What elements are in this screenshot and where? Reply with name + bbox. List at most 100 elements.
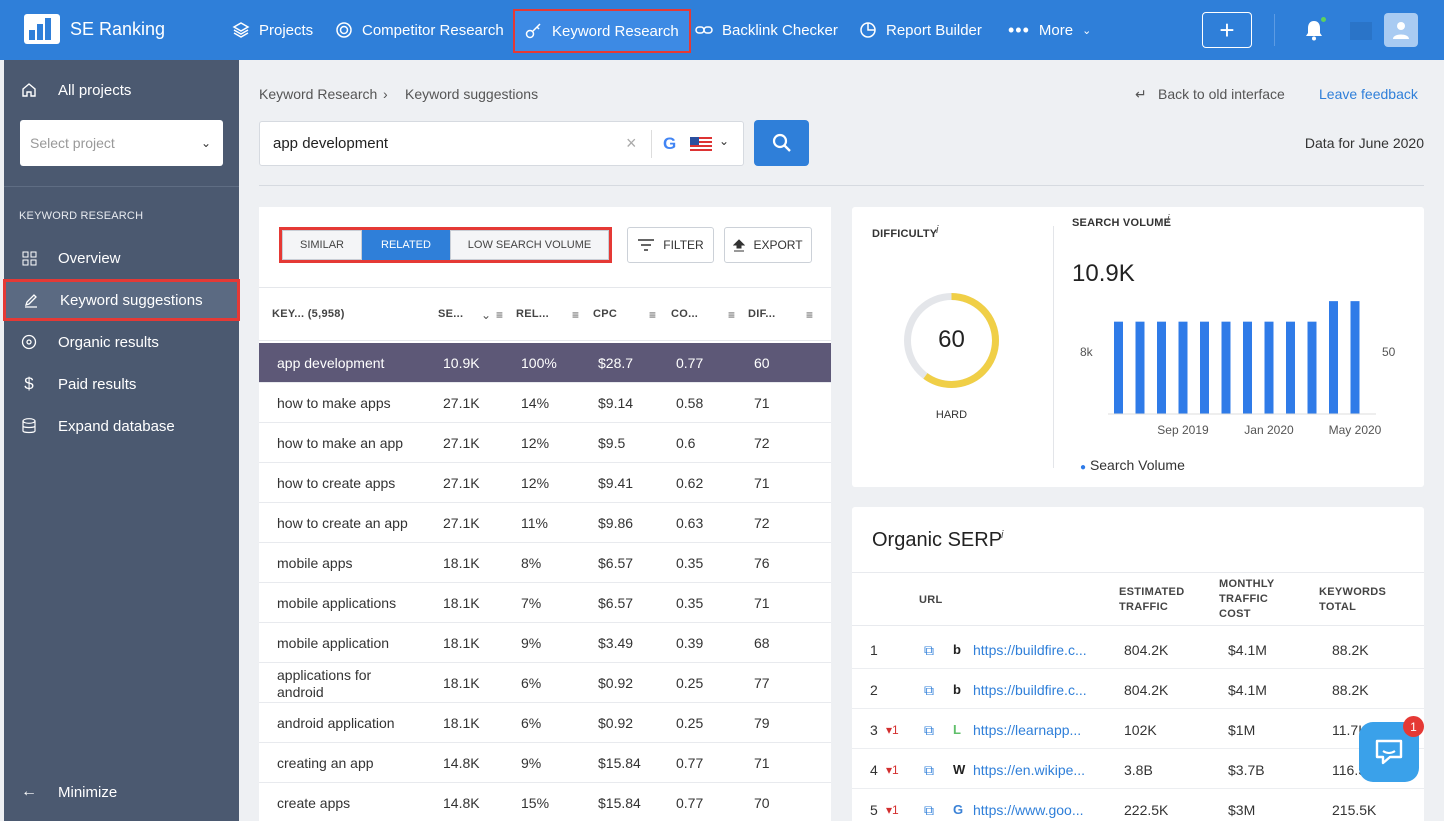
- serp-url-link[interactable]: https://buildfire.c...: [973, 642, 1087, 658]
- external-link-icon[interactable]: ⧉: [924, 762, 934, 778]
- col-difficulty[interactable]: DIF...: [748, 308, 776, 320]
- clear-icon[interactable]: ×: [626, 133, 637, 153]
- filter-icon[interactable]: ≡: [496, 308, 504, 322]
- table-row[interactable]: app development 10.9K 100% $28.7 0.77 60: [259, 343, 831, 383]
- filter-button[interactable]: FILTER: [627, 227, 714, 263]
- avatar[interactable]: [1384, 13, 1418, 47]
- table-row[interactable]: mobile application 18.1K 9% $3.49 0.39 68: [259, 623, 831, 663]
- table-row[interactable]: android application 18.1K 6% $0.92 0.25 79: [259, 703, 831, 743]
- volume-bar[interactable]: [1200, 321, 1209, 414]
- sidebar-item-all-projects[interactable]: All projects: [4, 69, 239, 111]
- volume-bar[interactable]: [1157, 321, 1166, 414]
- cell-kw[interactable]: mobile applications: [277, 595, 397, 611]
- external-link-icon[interactable]: ⧉: [924, 722, 934, 738]
- cell-kw[interactable]: applications for android: [277, 667, 372, 700]
- filter-icon[interactable]: ≡: [649, 308, 657, 322]
- filter-icon[interactable]: ≡: [728, 308, 736, 322]
- nav-keyword-research[interactable]: Keyword Research: [513, 9, 691, 53]
- external-link-icon[interactable]: ⧉: [924, 802, 934, 818]
- col-search-volume[interactable]: SE...: [438, 308, 464, 320]
- volume-bar[interactable]: [1264, 321, 1274, 414]
- external-link-icon[interactable]: ⧉: [924, 682, 934, 698]
- filter-icon[interactable]: ≡: [806, 308, 814, 322]
- cell-kw[interactable]: mobile application: [277, 635, 390, 651]
- volume-bar[interactable]: [1221, 321, 1231, 414]
- cell-cpc: $15.84: [598, 795, 641, 811]
- tab-similar[interactable]: SIMILAR: [282, 230, 362, 260]
- cell-kw[interactable]: mobile apps: [277, 555, 353, 571]
- volume-bar[interactable]: [1307, 321, 1317, 414]
- us-flag-icon[interactable]: [690, 137, 712, 152]
- volume-bar[interactable]: [1114, 321, 1123, 414]
- search-button[interactable]: [754, 120, 809, 166]
- add-button[interactable]: +: [1202, 12, 1252, 48]
- volume-bar[interactable]: [1286, 321, 1295, 414]
- table-row[interactable]: how to create apps 27.1K 12% $9.41 0.62 71: [259, 463, 831, 503]
- project-select[interactable]: Select project ⌄: [20, 120, 223, 166]
- app-logo[interactable]: SE Ranking: [24, 14, 165, 44]
- external-link-icon[interactable]: ⧉: [924, 642, 934, 658]
- cell-vol: 27.1K: [443, 475, 480, 491]
- bell-icon[interactable]: [1304, 19, 1324, 41]
- serp-url-link[interactable]: https://www.goo...: [973, 802, 1084, 818]
- table-row[interactable]: create apps 14.8K 15% $15.84 0.77 70: [259, 783, 831, 821]
- sidebar-item-expand-database[interactable]: Expand database: [4, 405, 239, 447]
- cell-kw[interactable]: how to create an app: [277, 515, 408, 531]
- col-keyword[interactable]: KEY... (5,958): [272, 308, 345, 320]
- tab-low-search-volume[interactable]: LOW SEARCH VOLUME: [450, 230, 609, 260]
- sidebar-item-organic-results[interactable]: Organic results: [4, 321, 239, 363]
- table-row[interactable]: how to create an app 27.1K 11% $9.86 0.63 72: [259, 503, 831, 543]
- cell-kw[interactable]: creating an app: [277, 755, 374, 771]
- cell-kw[interactable]: create apps: [277, 795, 351, 811]
- dollar-icon: $: [24, 374, 34, 393]
- filter-icon[interactable]: ≡: [572, 308, 580, 322]
- sidebar-minimize[interactable]: ← Minimize: [4, 771, 239, 813]
- cell-kw[interactable]: app development: [277, 355, 385, 371]
- volume-bar[interactable]: [1350, 301, 1360, 414]
- export-button[interactable]: EXPORT: [724, 227, 812, 263]
- info-icon[interactable]: i: [1167, 213, 1170, 225]
- nav-backlink-checker[interactable]: Backlink Checker: [695, 0, 838, 60]
- nav-competitor-research[interactable]: Competitor Research: [335, 0, 504, 60]
- info-icon[interactable]: i: [1001, 529, 1004, 541]
- cell-kw[interactable]: how to create apps: [277, 475, 396, 491]
- table-row[interactable]: how to make apps 27.1K 14% $9.14 0.58 71: [259, 383, 831, 423]
- table-row[interactable]: creating an app 14.8K 9% $15.84 0.77 71: [259, 743, 831, 783]
- volume-bar[interactable]: [1135, 321, 1145, 414]
- table-row[interactable]: mobile applications 18.1K 7% $6.57 0.35 71: [259, 583, 831, 623]
- serp-url-link[interactable]: https://en.wikipe...: [973, 762, 1086, 778]
- keyword-search-input[interactable]: app development × G ⌄: [259, 121, 744, 166]
- col-competition[interactable]: CO...: [671, 308, 699, 320]
- table-row[interactable]: how to make an app 27.1K 12% $9.5 0.6 72: [259, 423, 831, 463]
- chevron-down-icon[interactable]: ⌄: [719, 134, 730, 148]
- nav-report-builder[interactable]: Report Builder: [859, 0, 982, 60]
- google-icon: G: [663, 134, 677, 153]
- table-row[interactable]: mobile apps 18.1K 8% $6.57 0.35 76: [259, 543, 831, 583]
- volume-bar[interactable]: [1178, 321, 1188, 414]
- leave-feedback-link[interactable]: Leave feedback: [1319, 86, 1418, 102]
- serp-url-link[interactable]: https://buildfire.c...: [973, 682, 1087, 698]
- cell-kw[interactable]: how to make an app: [277, 435, 404, 451]
- nav-more[interactable]: ••• More ⌄: [1008, 0, 1091, 60]
- table-row[interactable]: applications for android 18.1K 6% $0.92 0.25…: [259, 663, 831, 703]
- home-icon: [20, 81, 38, 99]
- col-relevance[interactable]: REL...: [516, 308, 549, 320]
- volume-bar[interactable]: [1243, 321, 1252, 414]
- breadcrumb-root[interactable]: Keyword Research: [259, 86, 378, 102]
- sidebar-item-paid-results[interactable]: $ Paid results: [4, 363, 239, 405]
- sidebar-label: Keyword suggestions: [60, 291, 203, 309]
- volume-bar[interactable]: [1329, 301, 1338, 414]
- serp-url-link[interactable]: https://learnapp...: [973, 722, 1082, 738]
- cell-kw[interactable]: android application: [277, 715, 395, 731]
- sidebar-label: Overview: [58, 249, 121, 267]
- sidebar-item-overview[interactable]: Overview: [4, 237, 239, 279]
- info-icon[interactable]: i: [936, 224, 939, 236]
- sort-down-icon[interactable]: ⌄: [481, 308, 492, 322]
- col-cpc[interactable]: CPC: [593, 308, 618, 320]
- back-to-old-interface-link[interactable]: Back to old interface: [1158, 86, 1285, 102]
- sidebar-item-keyword-suggestions[interactable]: Keyword suggestions: [3, 279, 240, 321]
- tab-related[interactable]: RELATED: [362, 230, 450, 260]
- nav-projects[interactable]: Projects: [232, 0, 313, 60]
- cell-kw[interactable]: how to make apps: [277, 395, 391, 411]
